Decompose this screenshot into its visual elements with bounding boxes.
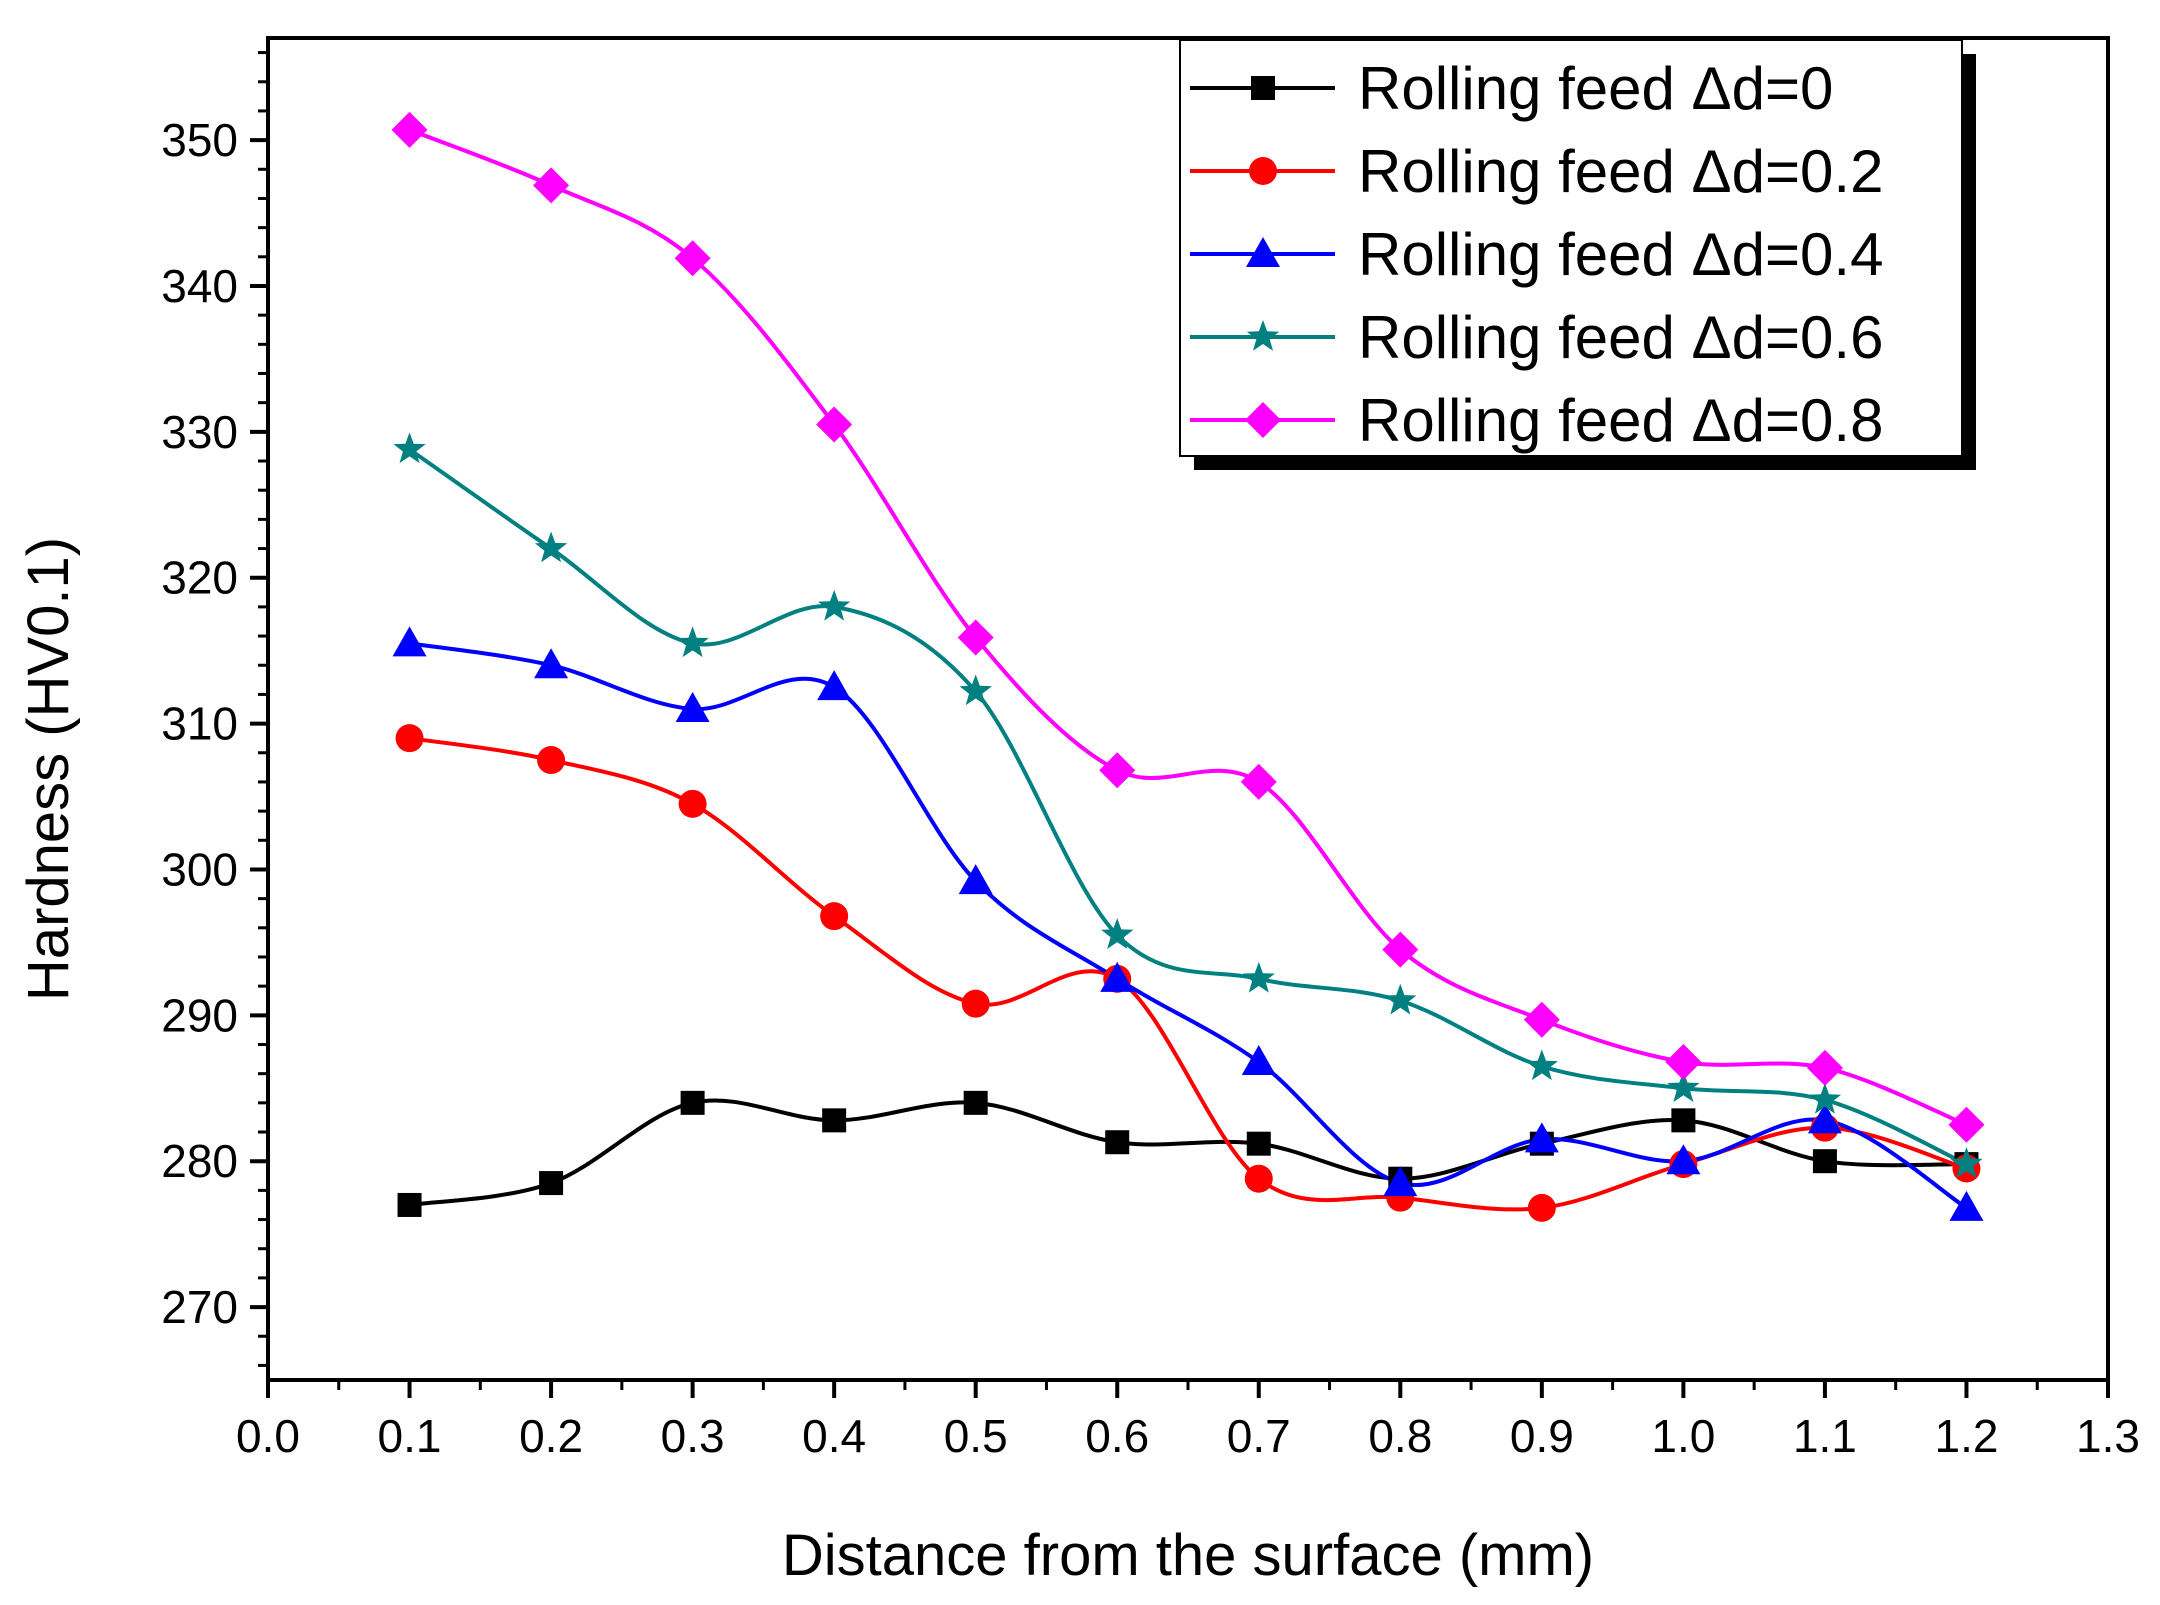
data-point-series-2: [534, 648, 569, 679]
legend-label-3: Rolling feed Δd=0.6: [1358, 304, 1883, 371]
data-point-series-3: [393, 432, 426, 464]
data-point-series-2: [675, 692, 710, 722]
data-point-series-4: [391, 111, 428, 148]
data-point-series-2: [1807, 1103, 1842, 1134]
legend-marker-4: [1245, 402, 1281, 438]
data-point-series-1: [961, 989, 990, 1018]
data-point-series-2: [1524, 1122, 1559, 1153]
data-point-series-0: [680, 1090, 705, 1115]
data-point-series-0: [963, 1090, 988, 1115]
x-tick-label: 0.4: [802, 1410, 866, 1462]
x-tick-label: 1.2: [1934, 1410, 1998, 1462]
y-tick-label: 310: [161, 698, 238, 750]
data-point-series-3: [1808, 1082, 1842, 1114]
data-point-series-4: [957, 619, 994, 656]
data-point-series-4: [1240, 763, 1277, 800]
legend-label-1: Rolling feed Δd=0.2: [1358, 138, 1883, 205]
data-point-series-3: [534, 531, 568, 563]
x-tick-label: 0.3: [661, 1410, 725, 1462]
data-point-series-0: [1671, 1108, 1696, 1133]
axes: 0.0 0.1 0.2 0.3 0.4 0.5 0.6 0.7 0.8 0.9 1.0 1.1 1.2 1…: [161, 36, 2140, 1462]
data-point-series-3: [1101, 918, 1134, 949]
x-tick-label: 0.8: [1368, 1410, 1432, 1462]
series-line-1: [409, 736, 1968, 1212]
x-tick-label: 1.1: [1793, 1410, 1857, 1462]
y-tick-label: 300: [161, 843, 238, 895]
legend-marker-0: [1251, 76, 1275, 100]
data-point-series-0: [397, 1192, 422, 1217]
data-point-series-3: [1242, 961, 1275, 993]
y-tick-label: 290: [161, 989, 238, 1041]
y-axis-title: Hardness (HV0.1): [16, 537, 81, 1001]
data-point-series-3: [1525, 1049, 1558, 1081]
legend-label-2: Rolling feed Δd=0.4: [1358, 221, 1883, 288]
data-point-series-2: [1100, 961, 1135, 992]
data-point-series-3: [959, 674, 992, 706]
data-point-series-0: [822, 1108, 847, 1133]
data-point-series-4: [533, 167, 570, 204]
data-point-series-0: [1105, 1130, 1130, 1155]
data-point-series-3: [676, 626, 709, 658]
legend-marker-2: [1246, 237, 1280, 267]
legend-label-4: Rolling feed Δd=0.8: [1358, 387, 1883, 454]
data-point-series-1: [537, 746, 566, 775]
y-tick-label: 320: [161, 552, 238, 604]
data-point-series-4: [1665, 1044, 1702, 1081]
data-point-series-3: [1667, 1071, 1700, 1102]
data-point-series-2: [1949, 1190, 1984, 1221]
legend-marker-1: [1249, 157, 1277, 185]
x-tick-label: 0.0: [236, 1410, 300, 1462]
legend: Rolling feed Δd=0 Rolling feed Δd=0.2 Roll…: [1179, 39, 1976, 470]
data-point-series-4: [1382, 931, 1419, 968]
x-tick-label: 0.1: [378, 1410, 442, 1462]
x-tick-label: 1.3: [2076, 1410, 2140, 1462]
y-tick-label: 270: [161, 1281, 238, 1333]
x-tick-label: 0.2: [519, 1410, 583, 1462]
data-point-series-2: [1383, 1166, 1418, 1197]
data-point-series-3: [818, 589, 851, 621]
y-tick-label: 330: [161, 406, 238, 458]
data-point-series-1: [395, 724, 424, 753]
data-point-series-2: [817, 670, 852, 701]
series-line-3: [408, 447, 1968, 1166]
data-point-series-0: [539, 1171, 564, 1196]
y-tick-label: 350: [161, 114, 238, 166]
data-point-series-1: [1244, 1164, 1273, 1193]
data-point-series-0: [1812, 1149, 1837, 1174]
data-point-series-2: [1666, 1144, 1701, 1175]
data-point-series-2: [1241, 1045, 1276, 1076]
data-point-series-3: [1950, 1147, 1983, 1178]
plot-markers: [391, 111, 1985, 1222]
y-tick-label: 340: [161, 260, 238, 312]
data-point-series-1: [820, 902, 849, 931]
data-point-series-4: [1523, 1001, 1560, 1038]
data-point-series-3: [1384, 983, 1417, 1015]
data-point-series-0: [1246, 1131, 1271, 1156]
data-point-series-2: [958, 864, 993, 895]
data-point-series-4: [1806, 1049, 1843, 1086]
legend-marker-3: [1246, 320, 1280, 351]
legend-label-0: Rolling feed Δd=0: [1358, 55, 1833, 122]
series-line-2: [409, 641, 1968, 1210]
data-point-series-4: [816, 406, 853, 443]
x-axis-title: Distance from the surface (mm): [782, 1523, 1594, 1588]
x-tick-label: 0.9: [1510, 1410, 1574, 1462]
data-point-series-4: [1948, 1106, 1985, 1143]
data-point-series-4: [1099, 752, 1136, 789]
y-tick-label: 280: [161, 1135, 238, 1187]
legend-box: [1179, 39, 1963, 457]
series-line-0: [409, 1098, 1967, 1207]
data-point-series-4: [674, 240, 711, 277]
x-tick-label: 1.0: [1651, 1410, 1715, 1462]
data-point-series-1: [678, 789, 707, 818]
x-tick-label: 0.7: [1227, 1410, 1291, 1462]
data-point-series-1: [1527, 1193, 1556, 1222]
x-tick-label: 0.6: [1085, 1410, 1149, 1462]
data-point-series-2: [392, 626, 427, 657]
x-tick-label: 0.5: [944, 1410, 1008, 1462]
